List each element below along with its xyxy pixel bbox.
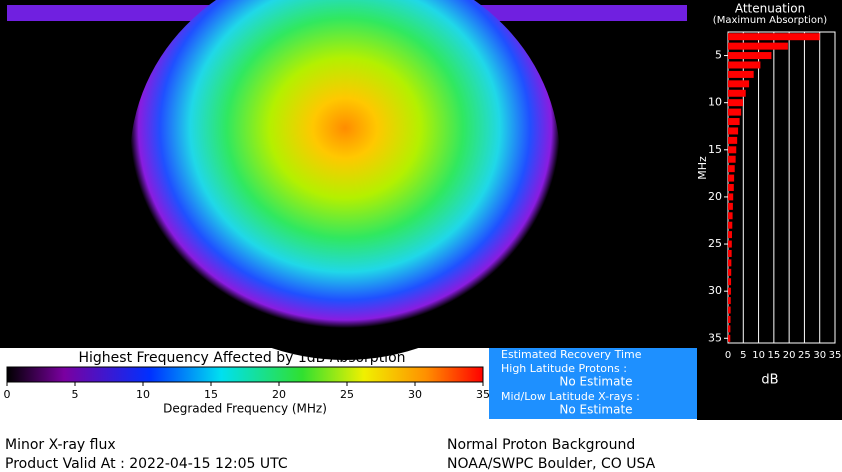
background [697,348,842,420]
bar [728,231,732,239]
recovery-box [489,348,697,419]
bar [728,42,788,50]
bar [728,240,732,248]
x-tick-label: 20 [272,388,286,401]
y-tick-label: 20 [708,190,722,203]
bar [728,212,733,220]
x-tick-label: 30 [408,388,422,401]
x-tick-label: 20 [783,350,796,361]
x-tick-label: 15 [204,388,218,401]
bar [728,334,731,342]
bar [728,89,746,97]
x-tick-label: 5 [740,350,746,361]
x-tick-label: 35 [829,350,842,361]
recovery-value: No Estimate [559,375,632,389]
y-axis-label: MHz [696,156,709,180]
colorbar-title: Highest Frequency Affected by 1dB Absorp… [78,350,405,366]
chart-subtitle: (Maximum Absorption) [713,15,827,26]
bar [728,287,731,295]
recovery-label: High Latitude Protons : [501,362,627,375]
y-tick-label: 35 [708,331,722,344]
x-tick-label: 25 [798,350,811,361]
bar [728,193,734,201]
footer-text: Normal Proton Background [447,437,635,453]
x-tick-label: 0 [725,350,731,361]
recovery-label: Mid/Low Latitude X-rays : [501,390,640,403]
recovery-value: No Estimate [559,403,632,417]
bar [728,108,742,116]
footer-text: Product Valid At : 2022-04-15 12:05 UTC [5,456,288,472]
bar [728,297,731,305]
bar [728,184,734,191]
bar [728,33,820,41]
colorbar-scale [6,366,484,383]
bar [728,165,735,173]
bar [728,61,761,69]
bar [728,278,732,286]
x-tick-label: 10 [752,350,765,361]
bar [728,174,735,182]
bar [728,221,733,229]
recovery-title: Estimated Recovery Time [501,348,642,361]
bar [728,70,754,78]
bar [728,146,737,154]
y-tick-label: 5 [715,49,722,62]
y-tick-label: 10 [708,96,722,109]
bar [728,127,739,135]
x-tick-label: 0 [4,388,11,401]
bar [728,99,743,107]
background [7,330,687,348]
bar [728,136,738,144]
y-tick-label: 25 [708,237,722,250]
y-tick-label: 15 [708,143,722,156]
bar [728,118,740,126]
bar [728,268,732,276]
bar [728,306,731,314]
y-tick-label: 30 [708,284,722,297]
colorbar: Highest Frequency Affected by 1dB Absorp… [6,350,484,416]
bar [728,52,772,60]
bar [728,202,733,210]
footer-text: Minor X-ray flux [5,437,116,453]
x-axis-label: dB [761,373,778,388]
footer-text: NOAA/SWPC Boulder, CO USA [447,456,656,472]
bar [728,259,732,267]
bar [728,155,736,163]
x-tick-label: 10 [136,388,150,401]
x-tick-label: 35 [476,388,490,401]
bar [728,325,731,333]
bar [728,249,732,257]
bar [728,80,750,88]
chart-title: Attenuation [735,2,805,16]
x-tick-label: 5 [72,388,79,401]
x-tick-label: 15 [767,350,780,361]
absorption-map [130,0,560,360]
x-tick-label: 30 [813,350,826,361]
x-tick-label: 25 [340,388,354,401]
colorbar-label: Degraded Frequency (MHz) [163,402,327,416]
bar [728,315,731,323]
